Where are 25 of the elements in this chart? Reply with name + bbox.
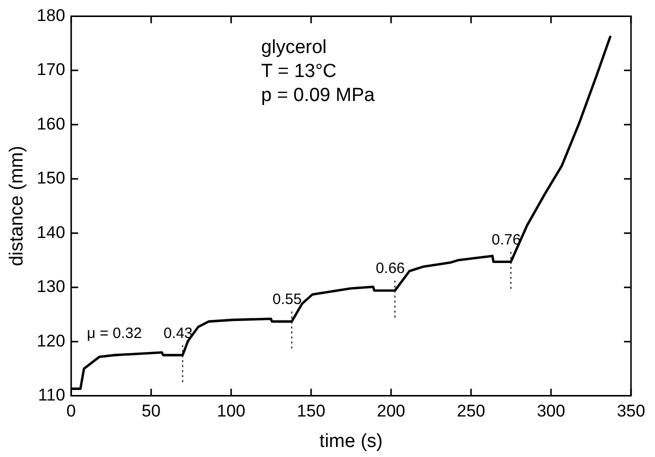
x-tick-label: 250 xyxy=(456,402,486,421)
y-tick-label: 160 xyxy=(36,114,66,134)
x-tick-label: 200 xyxy=(376,402,406,421)
y-tick-label: 180 xyxy=(36,6,66,25)
x-tick-label: 50 xyxy=(142,402,161,421)
annotation: 0.43 xyxy=(163,324,193,342)
x-axis-title: time (s) xyxy=(319,430,383,452)
x-tick-label: 0 xyxy=(66,402,76,421)
x-tick-label: 300 xyxy=(536,402,566,421)
y-tick-label: 150 xyxy=(36,168,66,188)
x-tick-label: 350 xyxy=(616,402,646,421)
annotation: glycerol xyxy=(261,36,327,58)
y-tick-label: 120 xyxy=(36,331,66,350)
annotation: μ = 0.32 xyxy=(86,324,142,342)
annotation: T = 13°C xyxy=(261,60,337,82)
y-tick-label: 140 xyxy=(36,222,66,242)
annotation: 0.55 xyxy=(272,291,302,308)
y-tick-label: 130 xyxy=(36,277,66,296)
x-tick-label: 100 xyxy=(216,402,246,421)
annotation: 0.66 xyxy=(376,260,405,278)
annotation: p = 0.09 MPa xyxy=(261,84,376,106)
y-tick-label: 110 xyxy=(38,385,66,404)
x-tick-label: 150 xyxy=(296,402,326,421)
y-axis-title: distance (mm) xyxy=(6,146,28,266)
y-tick-label: 170 xyxy=(36,60,66,80)
